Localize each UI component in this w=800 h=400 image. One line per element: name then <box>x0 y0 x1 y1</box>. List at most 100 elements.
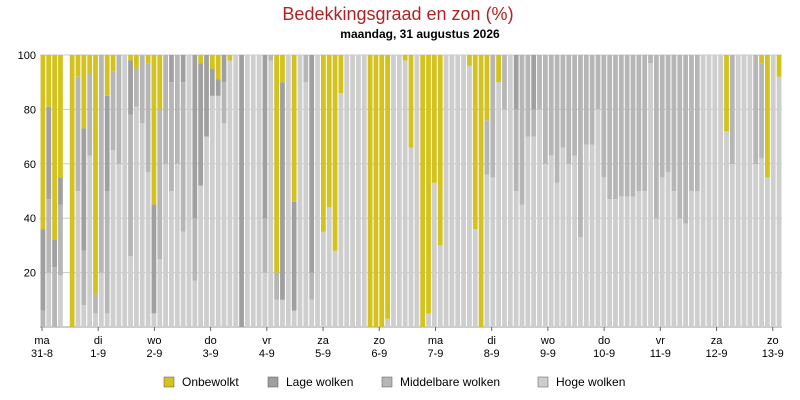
x-tick-day: ma <box>34 335 50 347</box>
bar-onbewolkt <box>46 55 52 107</box>
bar-middelbare-wolken <box>677 55 683 219</box>
bar-hoge-wolken <box>396 55 402 327</box>
bar-hoge-wolken <box>414 55 420 327</box>
bar-hoge-wolken <box>326 207 332 327</box>
bar-hoge-wolken <box>157 259 163 327</box>
bar-onbewolkt <box>215 55 221 80</box>
bar-middelbare-wolken <box>262 218 268 273</box>
bar-onbewolkt <box>87 55 93 75</box>
bar-lage-wolken <box>58 177 63 205</box>
x-tick-date: 12-9 <box>706 348 728 360</box>
bar-hoge-wolken <box>309 299 315 327</box>
bar-onbewolkt <box>373 55 379 327</box>
bar-middelbare-wolken <box>128 114 133 257</box>
bar-hoge-wolken <box>344 55 350 327</box>
x-tick-date: 13-9 <box>762 348 784 360</box>
bar-hoge-wolken <box>356 55 361 327</box>
bar-onbewolkt <box>408 55 414 148</box>
bar-onbewolkt <box>724 55 729 132</box>
bar-middelbare-wolken <box>139 55 145 123</box>
bar-middelbare-wolken <box>566 55 572 164</box>
bar-onbewolkt <box>437 55 443 246</box>
bar-hoge-wolken <box>174 163 180 327</box>
bar-hoge-wolken <box>134 106 139 328</box>
bar-onbewolkt <box>338 55 344 94</box>
bar-onbewolkt <box>75 55 81 77</box>
x-tick-date: 8-9 <box>484 348 500 360</box>
bar-hoge-wolken <box>122 55 128 327</box>
legend-label-onbewolkt: Onbewolkt <box>182 375 239 389</box>
bar-middelbare-wolken <box>46 199 52 273</box>
bar-middelbare-wolken <box>180 82 186 232</box>
bar-onbewolkt <box>81 55 87 129</box>
bar-lage-wolken <box>46 106 52 200</box>
bar-middelbare-wolken <box>753 55 759 164</box>
bar-middelbare-wolken <box>531 109 537 137</box>
bar-middelbare-wolken <box>484 120 490 175</box>
bar-hoge-wolken <box>665 171 671 327</box>
bar-hoge-wolken <box>98 272 104 327</box>
x-tick-day: do <box>598 335 610 347</box>
y-tick-label: 40 <box>24 213 36 225</box>
bar-middelbare-wolken <box>683 55 688 224</box>
bar-middelbare-wolken <box>548 55 554 156</box>
bar-middelbare-wolken <box>648 55 653 64</box>
x-tick-day: di <box>487 335 496 347</box>
bar-middelbare-wolken <box>613 55 618 200</box>
bar-middelbare-wolken <box>502 55 507 110</box>
bar-hoge-wolken <box>735 55 741 327</box>
bar-middelbare-wolken <box>221 82 227 123</box>
bar-hoge-wolken <box>525 136 531 327</box>
bar-hoge-wolken <box>607 199 613 327</box>
bar-middelbare-wolken <box>52 267 57 327</box>
x-tick-day: vr <box>262 335 272 347</box>
bar-hoge-wolken <box>700 55 706 327</box>
bar-hoge-wolken <box>180 231 186 327</box>
bar-middelbare-wolken <box>595 55 601 110</box>
bar-hoge-wolken <box>642 191 648 327</box>
x-tick-date: 4-9 <box>259 348 275 360</box>
bar-onbewolkt <box>274 55 280 273</box>
bar-middelbare-wolken <box>110 71 116 151</box>
bar-hoge-wolken <box>402 60 408 327</box>
bar-middelbare-wolken <box>87 74 93 156</box>
bar-hoge-wolken <box>186 55 192 327</box>
bar-hoge-wolken <box>578 237 583 327</box>
bar-middelbare-wolken <box>589 55 595 145</box>
bar-hoge-wolken <box>683 223 688 327</box>
bar-hoge-wolken <box>653 218 659 327</box>
legend-label-middelbare-wolken: Middelbare wolken <box>400 375 500 389</box>
bar-middelbare-wolken <box>665 55 671 172</box>
bar-middelbare-wolken <box>537 55 542 110</box>
bar-hoge-wolken <box>81 305 87 327</box>
bar-hoge-wolken <box>542 163 548 327</box>
bar-hoge-wolken <box>747 55 753 327</box>
bar-middelbare-wolken <box>560 55 566 148</box>
bar-onbewolkt <box>379 55 385 327</box>
bar-lage-wolken <box>291 201 297 311</box>
bar-hoge-wolken <box>385 318 391 327</box>
y-tick-label: 80 <box>24 104 36 116</box>
bar-onbewolkt <box>496 55 502 83</box>
bar-middelbare-wolken <box>519 55 525 205</box>
bar-hoge-wolken <box>531 136 537 327</box>
x-tick-date: 31-8 <box>31 348 53 360</box>
x-tick-day: di <box>94 335 103 347</box>
bar-middelbare-wolken <box>653 55 659 219</box>
bar-lage-wolken <box>198 63 204 186</box>
bar-lage-wolken <box>239 55 244 327</box>
bar-hoge-wolken <box>461 55 466 327</box>
bar-onbewolkt <box>467 55 472 66</box>
bar-lage-wolken <box>169 55 174 83</box>
bar-hoge-wolken <box>169 191 174 327</box>
bar-hoge-wolken <box>712 55 718 327</box>
bar-hoge-wolken <box>449 55 455 327</box>
bar-hoge-wolken <box>128 256 133 327</box>
bar-hoge-wolken <box>274 299 280 327</box>
bar-hoge-wolken <box>770 55 776 327</box>
bar-onbewolkt <box>134 55 139 69</box>
bar-onbewolkt <box>759 55 764 64</box>
bar-hoge-wolken <box>502 109 507 328</box>
bar-hoge-wolken <box>677 218 683 327</box>
bar-hoge-wolken <box>209 95 215 327</box>
